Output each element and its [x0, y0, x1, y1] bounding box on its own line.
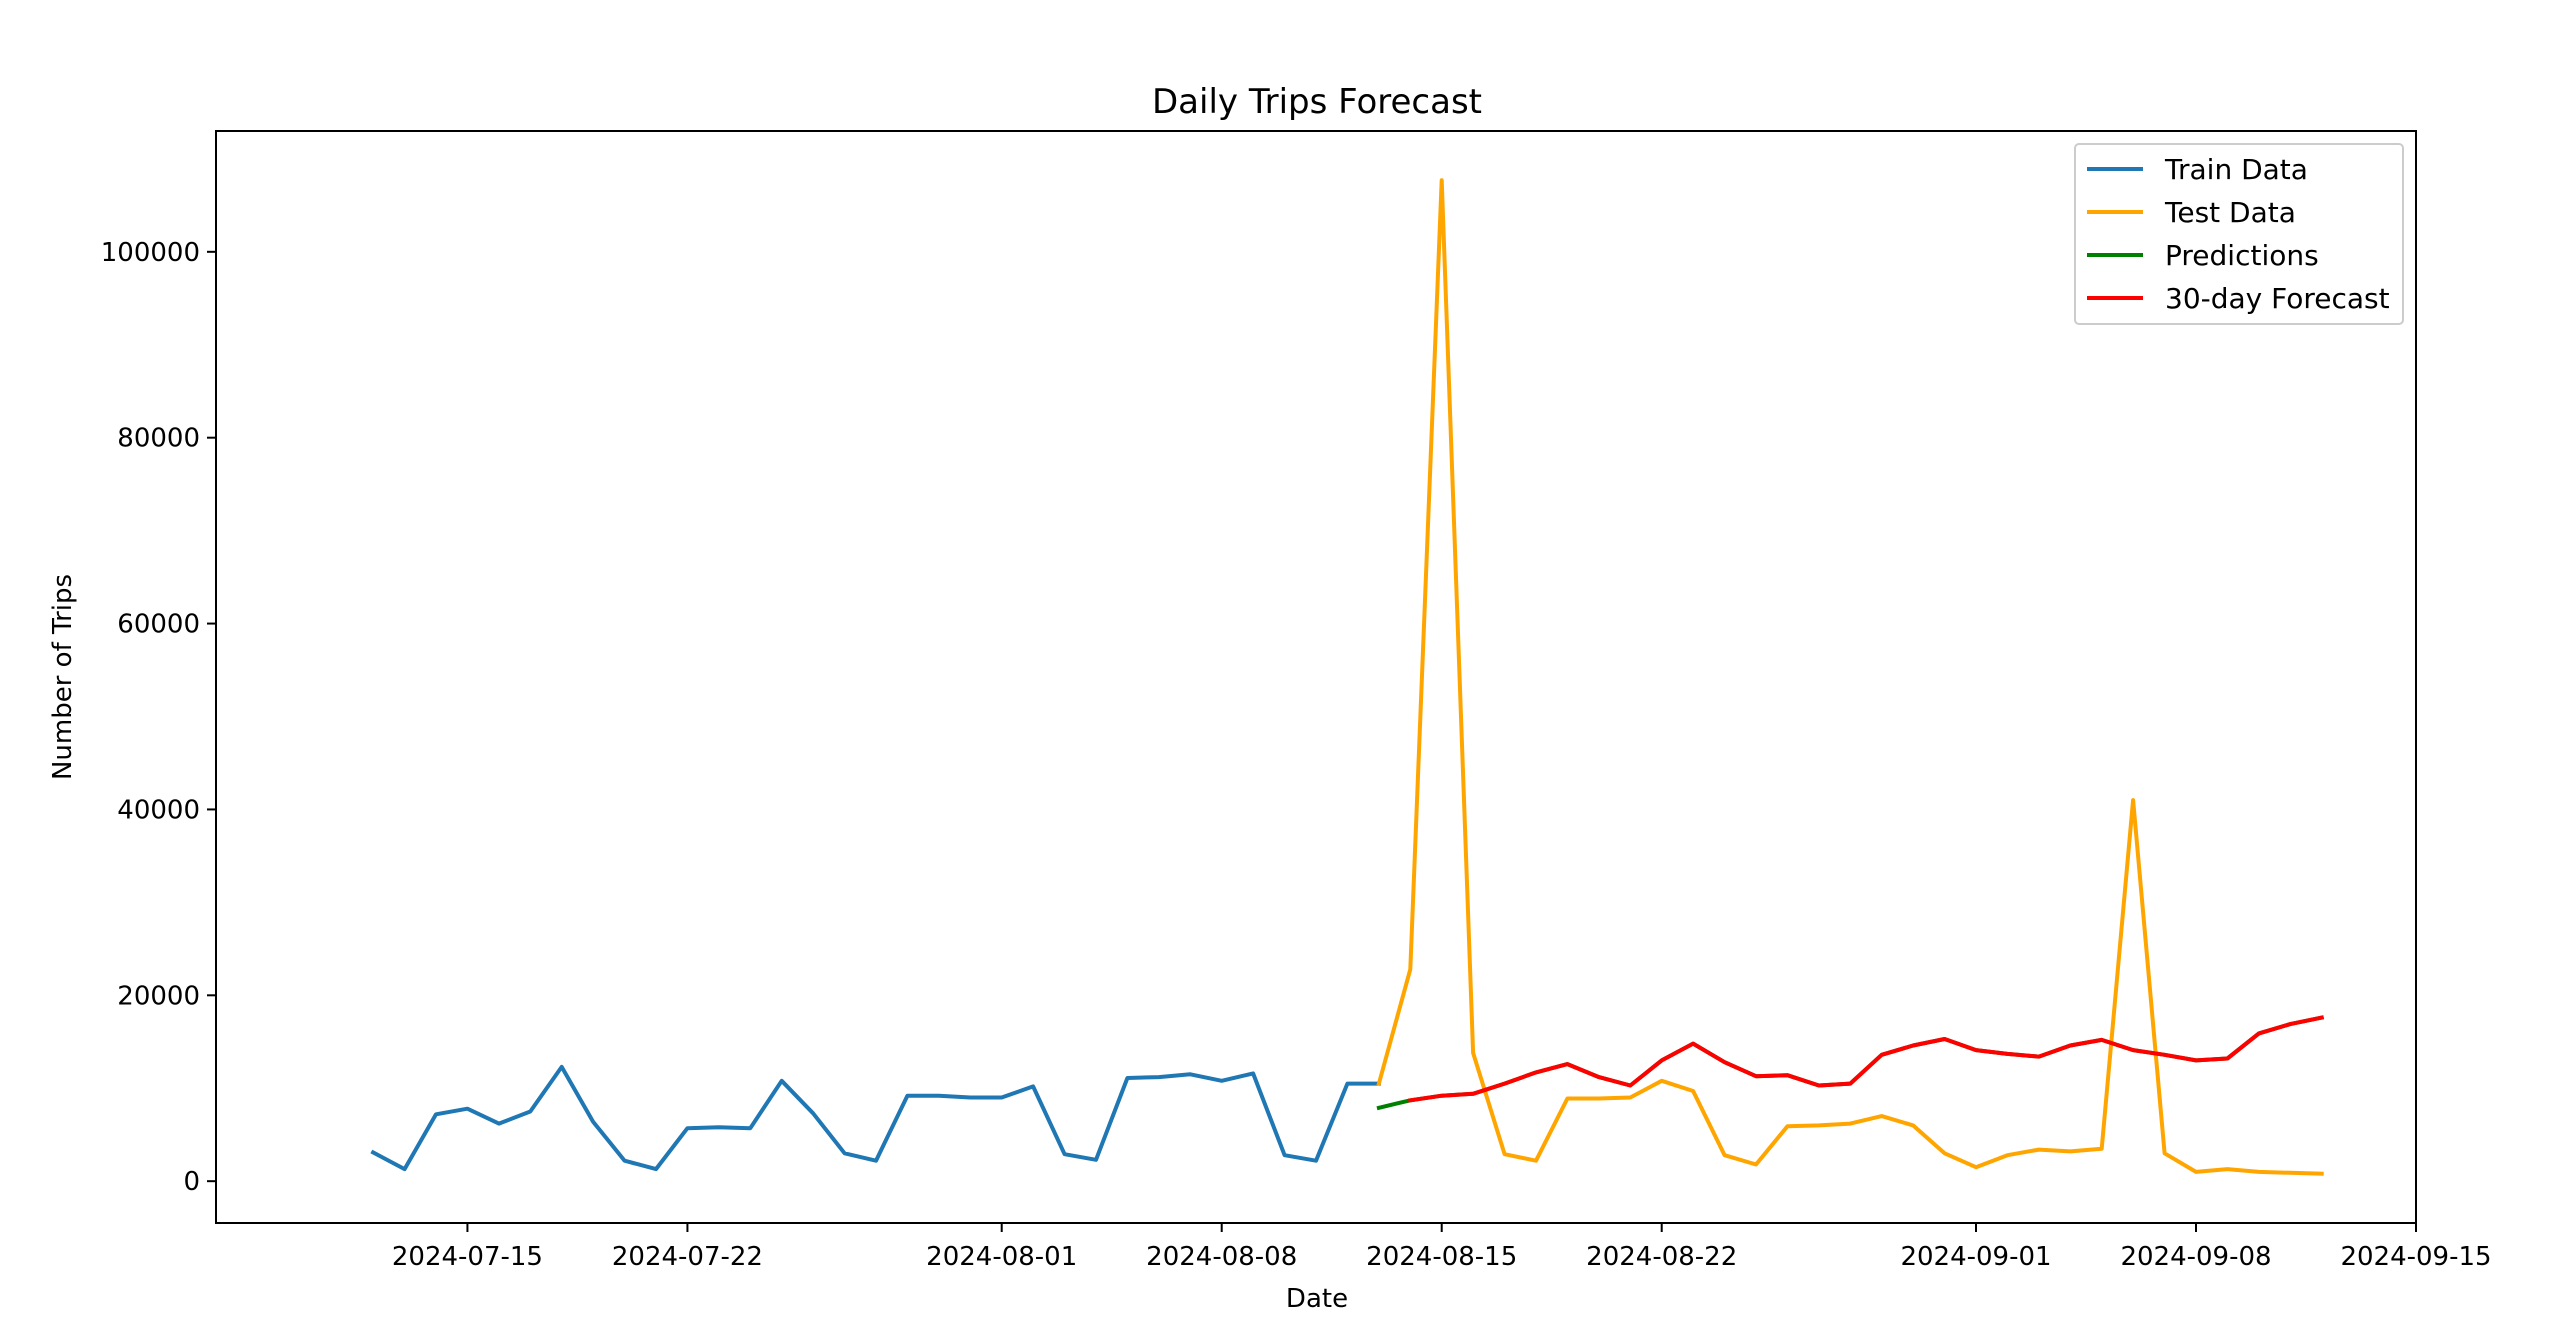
x-tick-label: 2024-09-08: [2120, 1242, 2271, 1272]
x-tick-label: 2024-09-01: [1900, 1242, 2051, 1272]
x-tick-label: 2024-07-15: [392, 1242, 543, 1272]
x-tick-label: 2024-07-22: [612, 1242, 763, 1272]
legend-box: [2074, 143, 2404, 325]
chart-title: Daily Trips Forecast: [1152, 82, 1482, 122]
y-tick-label: 100000: [101, 238, 200, 268]
x-axis-label: Date: [1286, 1284, 1348, 1314]
legend: Train Data Test Data Predictions 30-day For…: [2074, 143, 2404, 325]
y-tick-label: 0: [183, 1167, 200, 1197]
y-tick-label: 80000: [117, 424, 200, 454]
y-tick-label: 20000: [117, 981, 200, 1011]
y-axis-label: Number of Trips: [48, 574, 78, 780]
x-tick-label: 2024-08-08: [1146, 1242, 1297, 1272]
x-tick-label: 2024-09-15: [2340, 1242, 2491, 1272]
series-line-train-data: [370, 1064, 1381, 1172]
plot-area: [215, 130, 2417, 1224]
legend-items: Train Data Test Data Predictions 30-day For…: [2087, 153, 2390, 315]
x-tick-label: 2024-08-15: [1366, 1242, 1517, 1272]
series-line-30-day-forecast: [1408, 1015, 2325, 1103]
x-axis-ticks: 2024-07-15 2024-07-22 2024-08-01 2024-08-08…: [392, 1223, 2492, 1272]
y-axis-ticks: 0 20000 40000 60000 80000 100000: [101, 238, 216, 1197]
x-tick-label: 2024-08-01: [926, 1242, 1077, 1272]
x-tick-label: 2024-08-22: [1586, 1242, 1737, 1272]
legend-label-30-day-forecast: 30-day Forecast: [2165, 282, 2390, 315]
y-tick-label: 40000: [117, 795, 200, 825]
legend-label-predictions: Predictions: [2165, 239, 2319, 272]
y-tick-label: 60000: [117, 610, 200, 640]
series-line-test-data: [1376, 178, 2324, 1176]
legend-label-train-data: Train Data: [2164, 153, 2308, 186]
legend-label-test-data: Test Data: [2164, 196, 2296, 229]
series-layer: [370, 178, 2325, 1176]
